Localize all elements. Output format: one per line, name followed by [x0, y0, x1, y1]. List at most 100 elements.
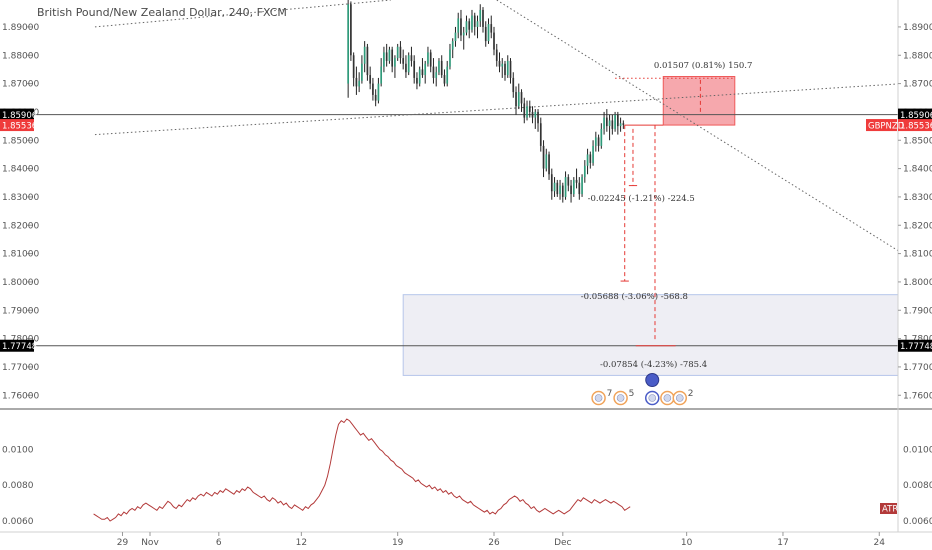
candle-body — [388, 49, 391, 61]
y-tick-label: 1.77000 — [903, 363, 932, 373]
candle — [561, 182, 564, 203]
candle-body — [526, 106, 528, 118]
y-tick-label: 1.79000 — [2, 306, 39, 316]
candle-body — [380, 66, 383, 84]
candle-body — [460, 18, 462, 36]
candle — [608, 114, 611, 141]
symbol-label: GBPNZD — [868, 122, 905, 132]
chart-title: British Pound/New Zealand Dollar, 240, F… — [37, 6, 287, 19]
candle-body — [570, 185, 572, 195]
candle — [575, 168, 578, 189]
trendline-1 — [94, 83, 898, 136]
candle-body — [614, 114, 616, 129]
candle-body — [479, 9, 482, 22]
candle-body — [531, 111, 534, 118]
atr-badge — [880, 503, 897, 514]
event-marker: 2 — [672, 389, 694, 406]
candle-body — [581, 177, 583, 195]
candle — [347, 0, 349, 98]
candle-body — [594, 137, 597, 146]
candle-body — [578, 182, 581, 195]
atr-tick-label: 0.0060 — [2, 517, 34, 527]
candle-body — [418, 69, 421, 84]
candle — [578, 177, 581, 200]
candle-body — [476, 21, 479, 27]
candle-body — [482, 9, 484, 27]
y-tick-label: 1.79000 — [903, 306, 932, 316]
candle — [435, 66, 438, 87]
candle-body — [355, 77, 358, 87]
event-marker — [660, 390, 675, 406]
price-badge — [898, 339, 932, 352]
candle-body — [616, 114, 619, 127]
price-badge-text: 1.77748 — [900, 342, 932, 352]
candle — [377, 77, 380, 104]
candle-body — [424, 63, 427, 76]
candle — [402, 49, 405, 70]
x-tick-label: 26 — [488, 538, 500, 548]
candle-body — [361, 63, 363, 81]
candle-body — [553, 182, 556, 192]
candle-body — [377, 83, 380, 101]
candle-body — [366, 46, 369, 76]
trendline-2 — [496, 0, 898, 252]
candle-body — [391, 49, 394, 67]
candle — [603, 111, 605, 135]
y-tick-label: 1.76000 — [903, 391, 932, 401]
candle — [520, 89, 523, 112]
candle — [482, 7, 484, 33]
price-pane[interactable]: 0.01507 (0.81%) 150.7 -0.02245 (-1.21%) -… — [33, 0, 932, 406]
candle-body — [548, 154, 550, 175]
candle-body — [506, 60, 509, 76]
candle — [495, 43, 498, 67]
candle-body — [438, 60, 440, 73]
candle-body — [515, 92, 517, 107]
candle — [350, 1, 352, 61]
candle — [509, 58, 512, 84]
candle — [361, 55, 363, 84]
candle-body — [528, 106, 531, 112]
candle-body — [407, 55, 410, 73]
candle — [550, 168, 553, 200]
atr-pane[interactable] — [93, 418, 631, 522]
x-tick-label: 10 — [681, 538, 693, 548]
candle — [504, 60, 506, 81]
candle — [424, 60, 427, 84]
candle-body — [550, 174, 553, 192]
candle-body — [589, 154, 592, 163]
candle-body — [471, 15, 473, 30]
candle — [374, 89, 377, 107]
candle — [462, 26, 465, 50]
candle-body — [462, 32, 465, 36]
candle-body — [556, 182, 559, 195]
measure-label-2: -0.05688 (-3.06%) -568.8 — [581, 291, 688, 302]
candle-body — [495, 49, 498, 61]
candle-body — [501, 63, 504, 67]
target-zone-0 — [662, 76, 736, 126]
candle — [358, 72, 361, 93]
atr-label: ATR — [882, 505, 898, 515]
target-zone-1 — [402, 294, 898, 376]
price-label-left: 1.77748 — [0, 339, 37, 352]
price-badge-text: 1.85536 — [900, 122, 932, 132]
price-badge — [0, 339, 34, 352]
candle — [394, 55, 396, 78]
price-badge — [898, 119, 932, 132]
atr-tick-label: 0.0100 — [903, 445, 932, 455]
x-tick-label: 19 — [392, 538, 404, 548]
candle — [517, 83, 520, 110]
candle-body — [350, 4, 352, 56]
candle-body — [561, 185, 564, 197]
candle — [366, 43, 369, 81]
event-count: 2 — [688, 389, 694, 399]
candle-body — [498, 60, 501, 67]
candle-body — [413, 60, 416, 78]
candle-body — [559, 185, 561, 195]
x-tick-label: 24 — [874, 538, 886, 548]
candle-body — [586, 154, 589, 166]
y-tick-label: 1.77000 — [2, 363, 39, 373]
symbol-badge — [866, 119, 897, 132]
candle-body — [383, 52, 385, 67]
